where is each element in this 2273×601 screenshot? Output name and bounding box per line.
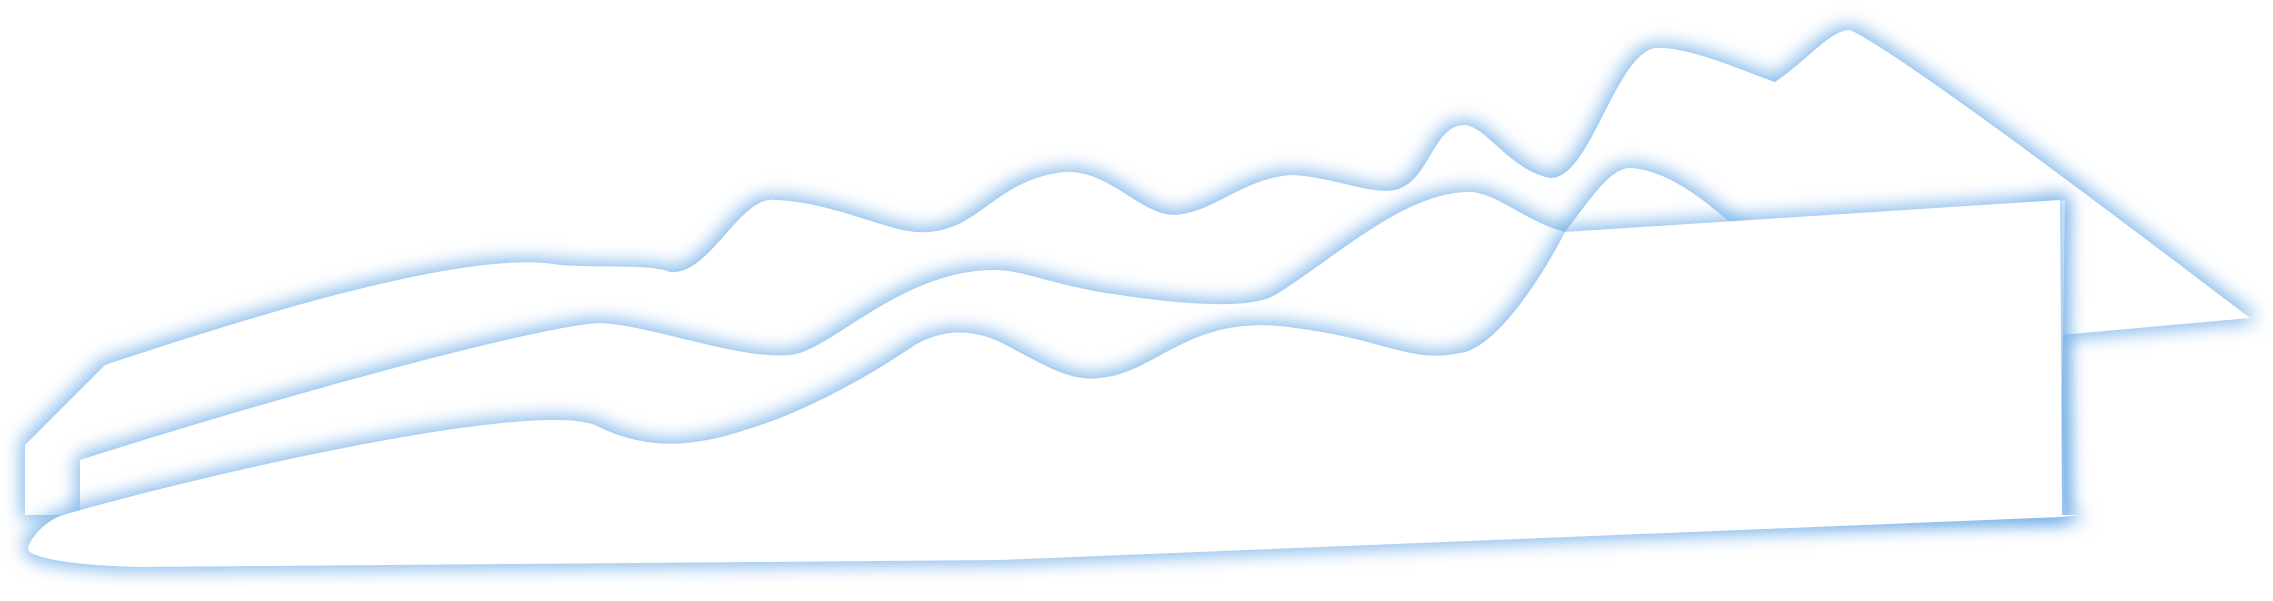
bottom-wave-shape bbox=[27, 200, 2081, 567]
bottom-wave-layer bbox=[27, 200, 2081, 567]
